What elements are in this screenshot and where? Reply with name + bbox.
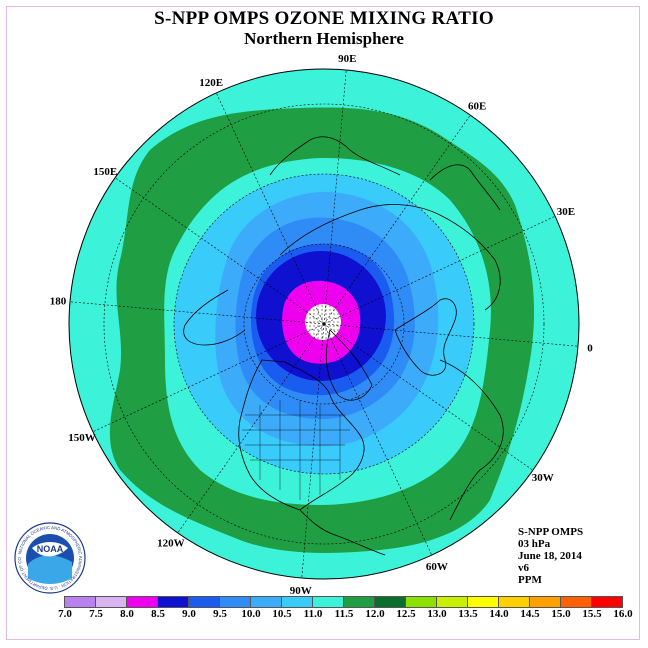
colorbar-swatch xyxy=(126,596,157,608)
colorbar-tick-label: 13.5 xyxy=(458,608,478,620)
page-subtitle: Northern Hemisphere xyxy=(244,29,404,48)
colorbar-swatch xyxy=(219,596,250,608)
colorbar-tick-label: 11.5 xyxy=(334,608,354,620)
colorbar-tick-label: 14.5 xyxy=(520,608,540,620)
colorbar-tick-label: 13.0 xyxy=(427,608,447,620)
noaa-logo: NOAA NATIONAL OCEANIC AND ATMOSPHERIC AD… xyxy=(14,522,86,594)
colorbar-swatch xyxy=(467,596,498,608)
polar-missing-data xyxy=(305,304,341,340)
colorbar-swatch xyxy=(436,596,467,608)
longitude-labels: 90E 60E 30E 0 30W 60W 90W 120W 150W 180 150E 120E xyxy=(50,53,593,597)
longitude-label: 60E xyxy=(468,100,486,112)
meridian-line xyxy=(69,301,325,325)
meridian-line xyxy=(323,323,579,347)
longitude-label: 30W xyxy=(532,472,554,484)
colorbar-swatch xyxy=(64,596,95,608)
coast-africa xyxy=(439,359,504,521)
colorbar-tick-label: 7.0 xyxy=(58,608,72,620)
colorbar-tick-label: 7.5 xyxy=(89,608,103,620)
map-boundary xyxy=(68,68,580,580)
colorbar-swatch xyxy=(281,596,312,608)
longitude-label: 120E xyxy=(199,77,223,89)
latitude-circle xyxy=(173,173,475,475)
coast-north-america xyxy=(238,359,365,511)
colorbar-tick-label: 12.5 xyxy=(396,608,416,620)
coast-central-america xyxy=(299,509,386,556)
colorbar-tick-label: 10.5 xyxy=(272,608,292,620)
plot-frame xyxy=(6,6,640,640)
latitude-circle xyxy=(103,103,545,545)
info-units: PPM xyxy=(518,574,542,586)
info-block: S-NPP OMPS 03 hPa June 18, 2014 v6 PPM xyxy=(518,526,583,586)
coast-alaska xyxy=(183,289,246,346)
longitude-label: 60W xyxy=(426,561,448,573)
meridian-line xyxy=(114,177,325,325)
meridian-line xyxy=(323,215,556,325)
colorbar-swatch xyxy=(157,596,188,608)
colorbar-swatch xyxy=(374,596,405,608)
coast-india xyxy=(429,164,501,211)
colorbar-swatch xyxy=(188,596,219,608)
meridian-line xyxy=(323,323,534,471)
colorbar xyxy=(64,596,623,608)
meridian-line xyxy=(323,114,471,325)
colorbar-tick-label: 15.0 xyxy=(551,608,571,620)
coast-asia xyxy=(279,204,501,311)
colorbar-swatch xyxy=(529,596,560,608)
colorbar-swatch xyxy=(591,596,623,608)
colorbar-tick-label: 10.0 xyxy=(241,608,261,620)
colorbar-swatch xyxy=(498,596,529,608)
longitude-label: 150W xyxy=(68,432,96,444)
longitude-label: 180 xyxy=(50,296,67,308)
longitude-label: 0 xyxy=(587,342,593,354)
info-level: 03 hPa xyxy=(518,538,551,550)
longitude-label: 90W xyxy=(290,585,312,597)
colorbar-tick-label: 11.0 xyxy=(303,608,323,620)
longitude-label: 30E xyxy=(557,206,575,218)
contour-fill-layer xyxy=(69,69,579,579)
coast-east-asia xyxy=(269,136,401,176)
coast-europe xyxy=(394,298,457,376)
meridian-line xyxy=(323,69,347,325)
latitude-circle xyxy=(243,243,405,405)
page-title: S-NPP OMPS OZONE MIXING RATIO xyxy=(154,8,494,29)
meridian-line xyxy=(215,92,325,325)
colorbar-swatch xyxy=(405,596,436,608)
colorbar-tick-label: 8.5 xyxy=(151,608,165,620)
colorbar-tick-label: 16.0 xyxy=(613,608,633,620)
colorbar-swatch xyxy=(95,596,126,608)
info-date: June 18, 2014 xyxy=(518,550,582,562)
noaa-logo-label: NOAA xyxy=(37,544,64,554)
longitude-label: 150E xyxy=(93,166,117,178)
graticule xyxy=(69,69,579,579)
colorbar-tick-label: 14.0 xyxy=(489,608,509,620)
colorbar-tick-label: 12.0 xyxy=(365,608,385,620)
colorbar-tick-label: 15.5 xyxy=(582,608,602,620)
band-11.0-11.5-dark-green-ring xyxy=(109,107,535,553)
meridian-line xyxy=(323,323,433,556)
info-instrument: S-NPP OMPS xyxy=(518,526,584,538)
us-state-grid xyxy=(242,400,350,500)
meridian-line xyxy=(177,323,325,534)
colorbar-swatch xyxy=(250,596,281,608)
coast-greenland xyxy=(325,329,373,401)
colorbar-ticks: 7.0 7.5 8.0 8.5 9.0 9.5 10.0 10.5 11.0 11.5 12.0 12… xyxy=(0,608,648,622)
info-version: v6 xyxy=(518,562,529,574)
longitude-label: 120W xyxy=(157,538,185,550)
meridian-line xyxy=(92,323,325,433)
colorbar-tick-label: 9.5 xyxy=(213,608,227,620)
colorbar-swatch xyxy=(343,596,374,608)
colorbar-swatch xyxy=(560,596,591,608)
colorbar-swatch xyxy=(312,596,343,608)
colorbar-tick-label: 9.0 xyxy=(182,608,196,620)
colorbar-tick-label: 8.0 xyxy=(120,608,134,620)
longitude-label: 90E xyxy=(338,53,356,65)
coastlines xyxy=(183,136,504,556)
meridian-line xyxy=(301,323,325,579)
